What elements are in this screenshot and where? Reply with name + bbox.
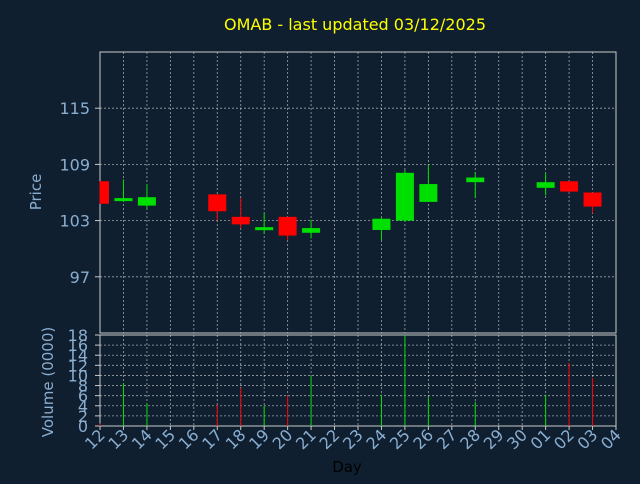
candle-body	[100, 181, 109, 204]
candle-body	[278, 216, 297, 236]
price-tick-label: 109	[59, 155, 90, 174]
price-tick-label: 103	[59, 212, 90, 231]
volume-tick-label: 4	[78, 397, 88, 416]
candle-body	[583, 192, 602, 207]
volume-tick-label: 14	[68, 346, 88, 365]
volume-tick-label: 16	[68, 336, 88, 355]
day-axis-label: Day	[332, 458, 362, 476]
volume-tick-label: 2	[78, 407, 88, 426]
candle-body	[560, 181, 579, 192]
chart-title: OMAB - last updated 03/12/2025	[224, 15, 486, 34]
candle-body	[137, 197, 156, 206]
price-tick-label: 97	[70, 268, 90, 287]
volume-tick-label: 6	[78, 387, 88, 406]
candle-body	[466, 177, 485, 183]
candle-body	[536, 182, 555, 188]
candle-body	[114, 198, 133, 202]
candle-body	[255, 227, 274, 231]
volume-tick-label: 0	[78, 417, 88, 436]
day-tick-label: 04	[597, 425, 625, 453]
candle-body	[302, 228, 321, 233]
volume-tick-label: 12	[68, 356, 88, 375]
candle-body	[231, 216, 250, 225]
price-tick-label: 115	[59, 99, 90, 118]
volume-tick-label: 10	[68, 366, 88, 385]
volume-axis-label: Volume (0000)	[39, 327, 57, 437]
price-axis-label: Price	[27, 174, 45, 211]
volume-tick-label: 8	[78, 377, 88, 396]
price-panel: 97 103 109 115	[59, 51, 617, 334]
candle-body	[208, 194, 227, 212]
candle-body	[372, 218, 391, 230]
candle-body	[395, 172, 414, 221]
volume-tick-label: 18	[68, 326, 88, 345]
volume-panel: 0246810121416181213141516171819202122232…	[68, 326, 625, 453]
candle-body	[419, 184, 438, 202]
